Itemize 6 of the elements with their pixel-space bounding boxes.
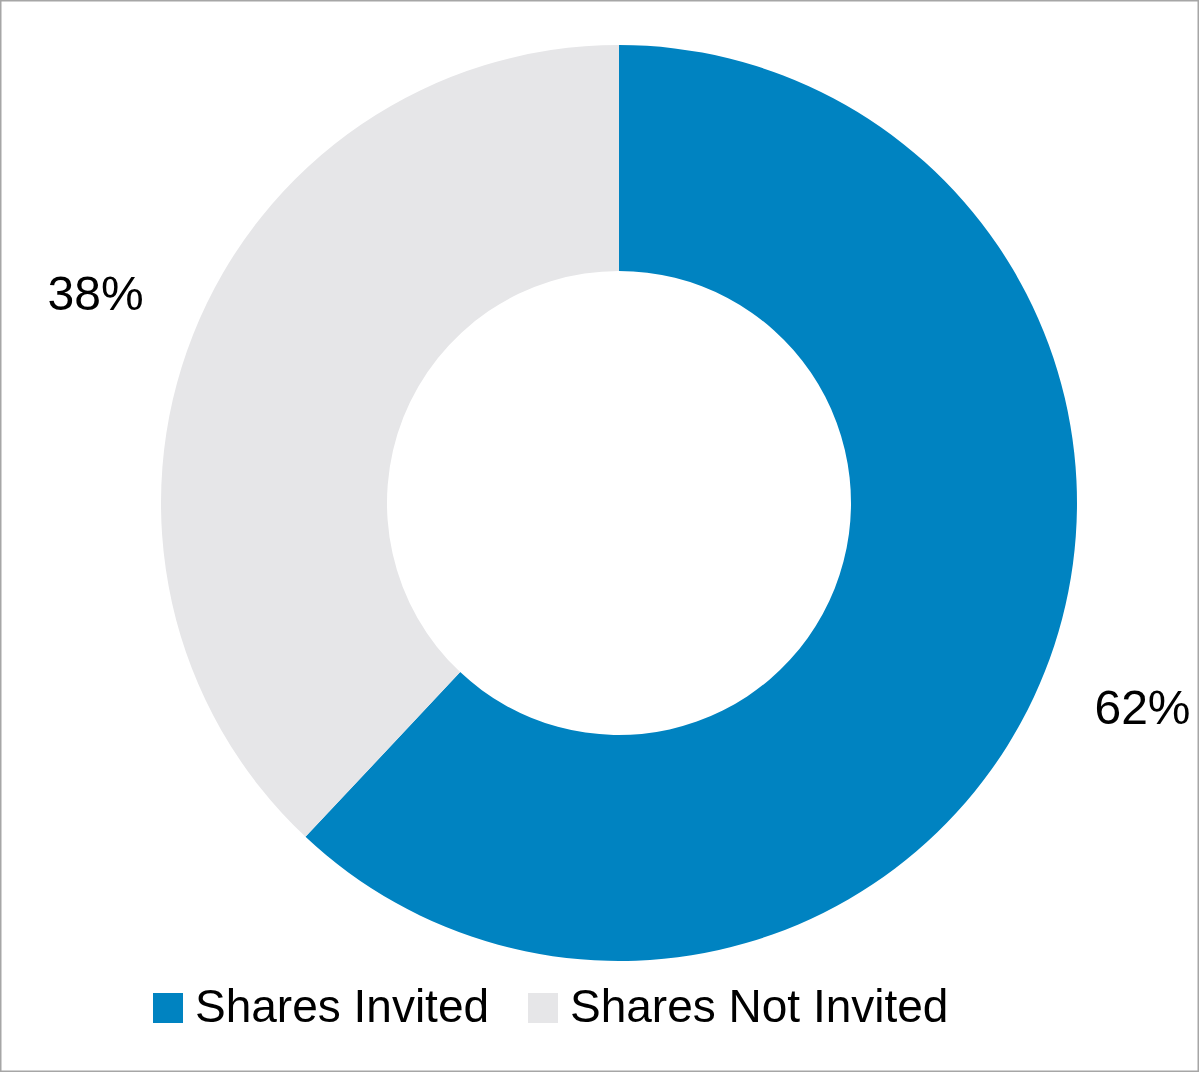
data-label: 62%	[1094, 681, 1191, 735]
donut-slice	[305, 45, 1077, 961]
legend-label: Shares Not Invited	[570, 980, 949, 1032]
donut-slice	[161, 45, 619, 837]
data-label: 38%	[47, 266, 144, 320]
legend-label: Shares Invited	[195, 980, 490, 1032]
